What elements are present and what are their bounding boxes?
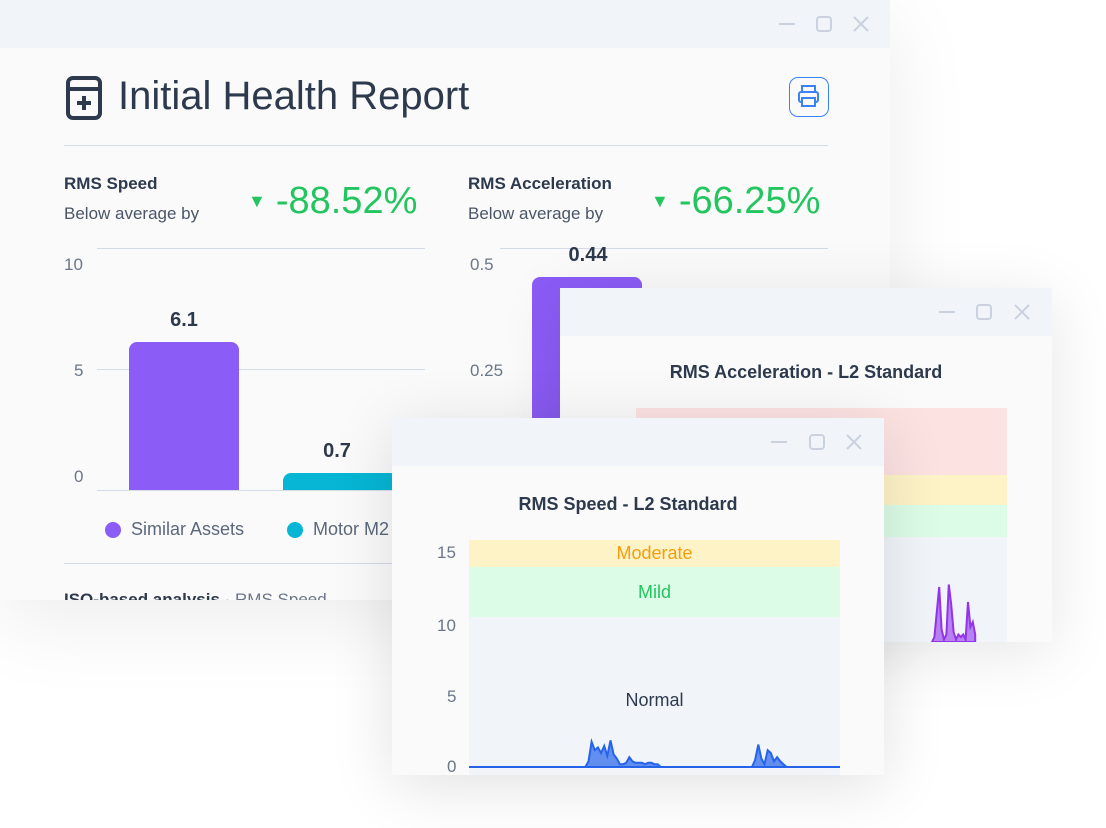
legend-dot: [105, 521, 121, 538]
chart-title: RMS Speed - L2 Standard: [518, 494, 738, 514]
y-tick: 0.25: [470, 361, 504, 380]
accel-label: RMS Acceleration: [468, 174, 612, 193]
data-label: 6.1: [170, 309, 198, 332]
y-tick: 0.5: [470, 255, 494, 274]
accel-sub: Below average by: [468, 204, 604, 223]
y-tick: 15: [437, 543, 456, 562]
divider: [64, 563, 404, 564]
window-titlebar: [0, 0, 890, 48]
chart-title: RMS Acceleration - L2 Standard: [669, 362, 943, 382]
speed-label: RMS Speed: [64, 174, 158, 193]
close-icon[interactable]: [844, 432, 864, 452]
accel-series: [930, 584, 977, 642]
close-icon[interactable]: [851, 14, 871, 34]
legend-item: Motor M2: [287, 519, 389, 540]
gridline: [97, 248, 425, 249]
gridline: [500, 248, 828, 249]
medical-file-icon: [66, 76, 102, 120]
accel-change: ▼ -66.25%: [651, 180, 821, 222]
gridline: [97, 490, 425, 491]
gridline: [97, 369, 425, 370]
window-titlebar: [560, 288, 1052, 336]
speed-change: ▼ -88.52%: [248, 180, 418, 222]
speed-standard-window: RMS Speed - L2 Standard 15 10 5 0 Modera…: [392, 418, 884, 775]
y-tick: 10: [64, 255, 83, 274]
maximize-icon[interactable]: [974, 302, 994, 322]
band-normal: Normal: [469, 617, 840, 775]
maximize-icon[interactable]: [807, 432, 827, 452]
close-icon[interactable]: [1012, 302, 1032, 322]
accel-area: [930, 584, 977, 642]
minimize-icon[interactable]: [937, 302, 957, 322]
legend-dot: [287, 521, 303, 538]
print-button[interactable]: [789, 77, 829, 117]
y-tick: 5: [447, 687, 457, 706]
data-label: 0.7: [323, 440, 351, 463]
divider: [64, 145, 828, 146]
window-titlebar: [392, 418, 884, 466]
y-tick: 0: [447, 757, 457, 775]
speed-series: [469, 737, 840, 768]
bar-motor: [283, 473, 398, 490]
down-arrow-icon: ▼: [248, 191, 266, 211]
printer-icon: [798, 85, 819, 107]
band-mild: Mild: [469, 567, 840, 617]
down-arrow-icon: ▼: [651, 191, 669, 211]
page-title: Initial Health Report: [118, 74, 470, 118]
iso-heading: ISO-based analysis · RMS Speed: [64, 590, 327, 600]
band-moderate: Moderate: [469, 540, 840, 567]
data-label: 0.44: [568, 244, 608, 267]
y-tick: 0: [74, 467, 84, 486]
y-tick: 10: [437, 616, 456, 635]
legend-item: Similar Assets: [105, 519, 244, 540]
maximize-icon[interactable]: [814, 14, 834, 34]
minimize-icon[interactable]: [769, 432, 789, 452]
minimize-icon[interactable]: [777, 14, 797, 34]
speed-plot: Moderate Mild Normal: [469, 540, 840, 775]
bar-similar-assets: [129, 342, 239, 490]
speed-sub: Below average by: [64, 204, 200, 223]
speed-area: [469, 737, 840, 768]
y-tick: 5: [74, 361, 84, 380]
